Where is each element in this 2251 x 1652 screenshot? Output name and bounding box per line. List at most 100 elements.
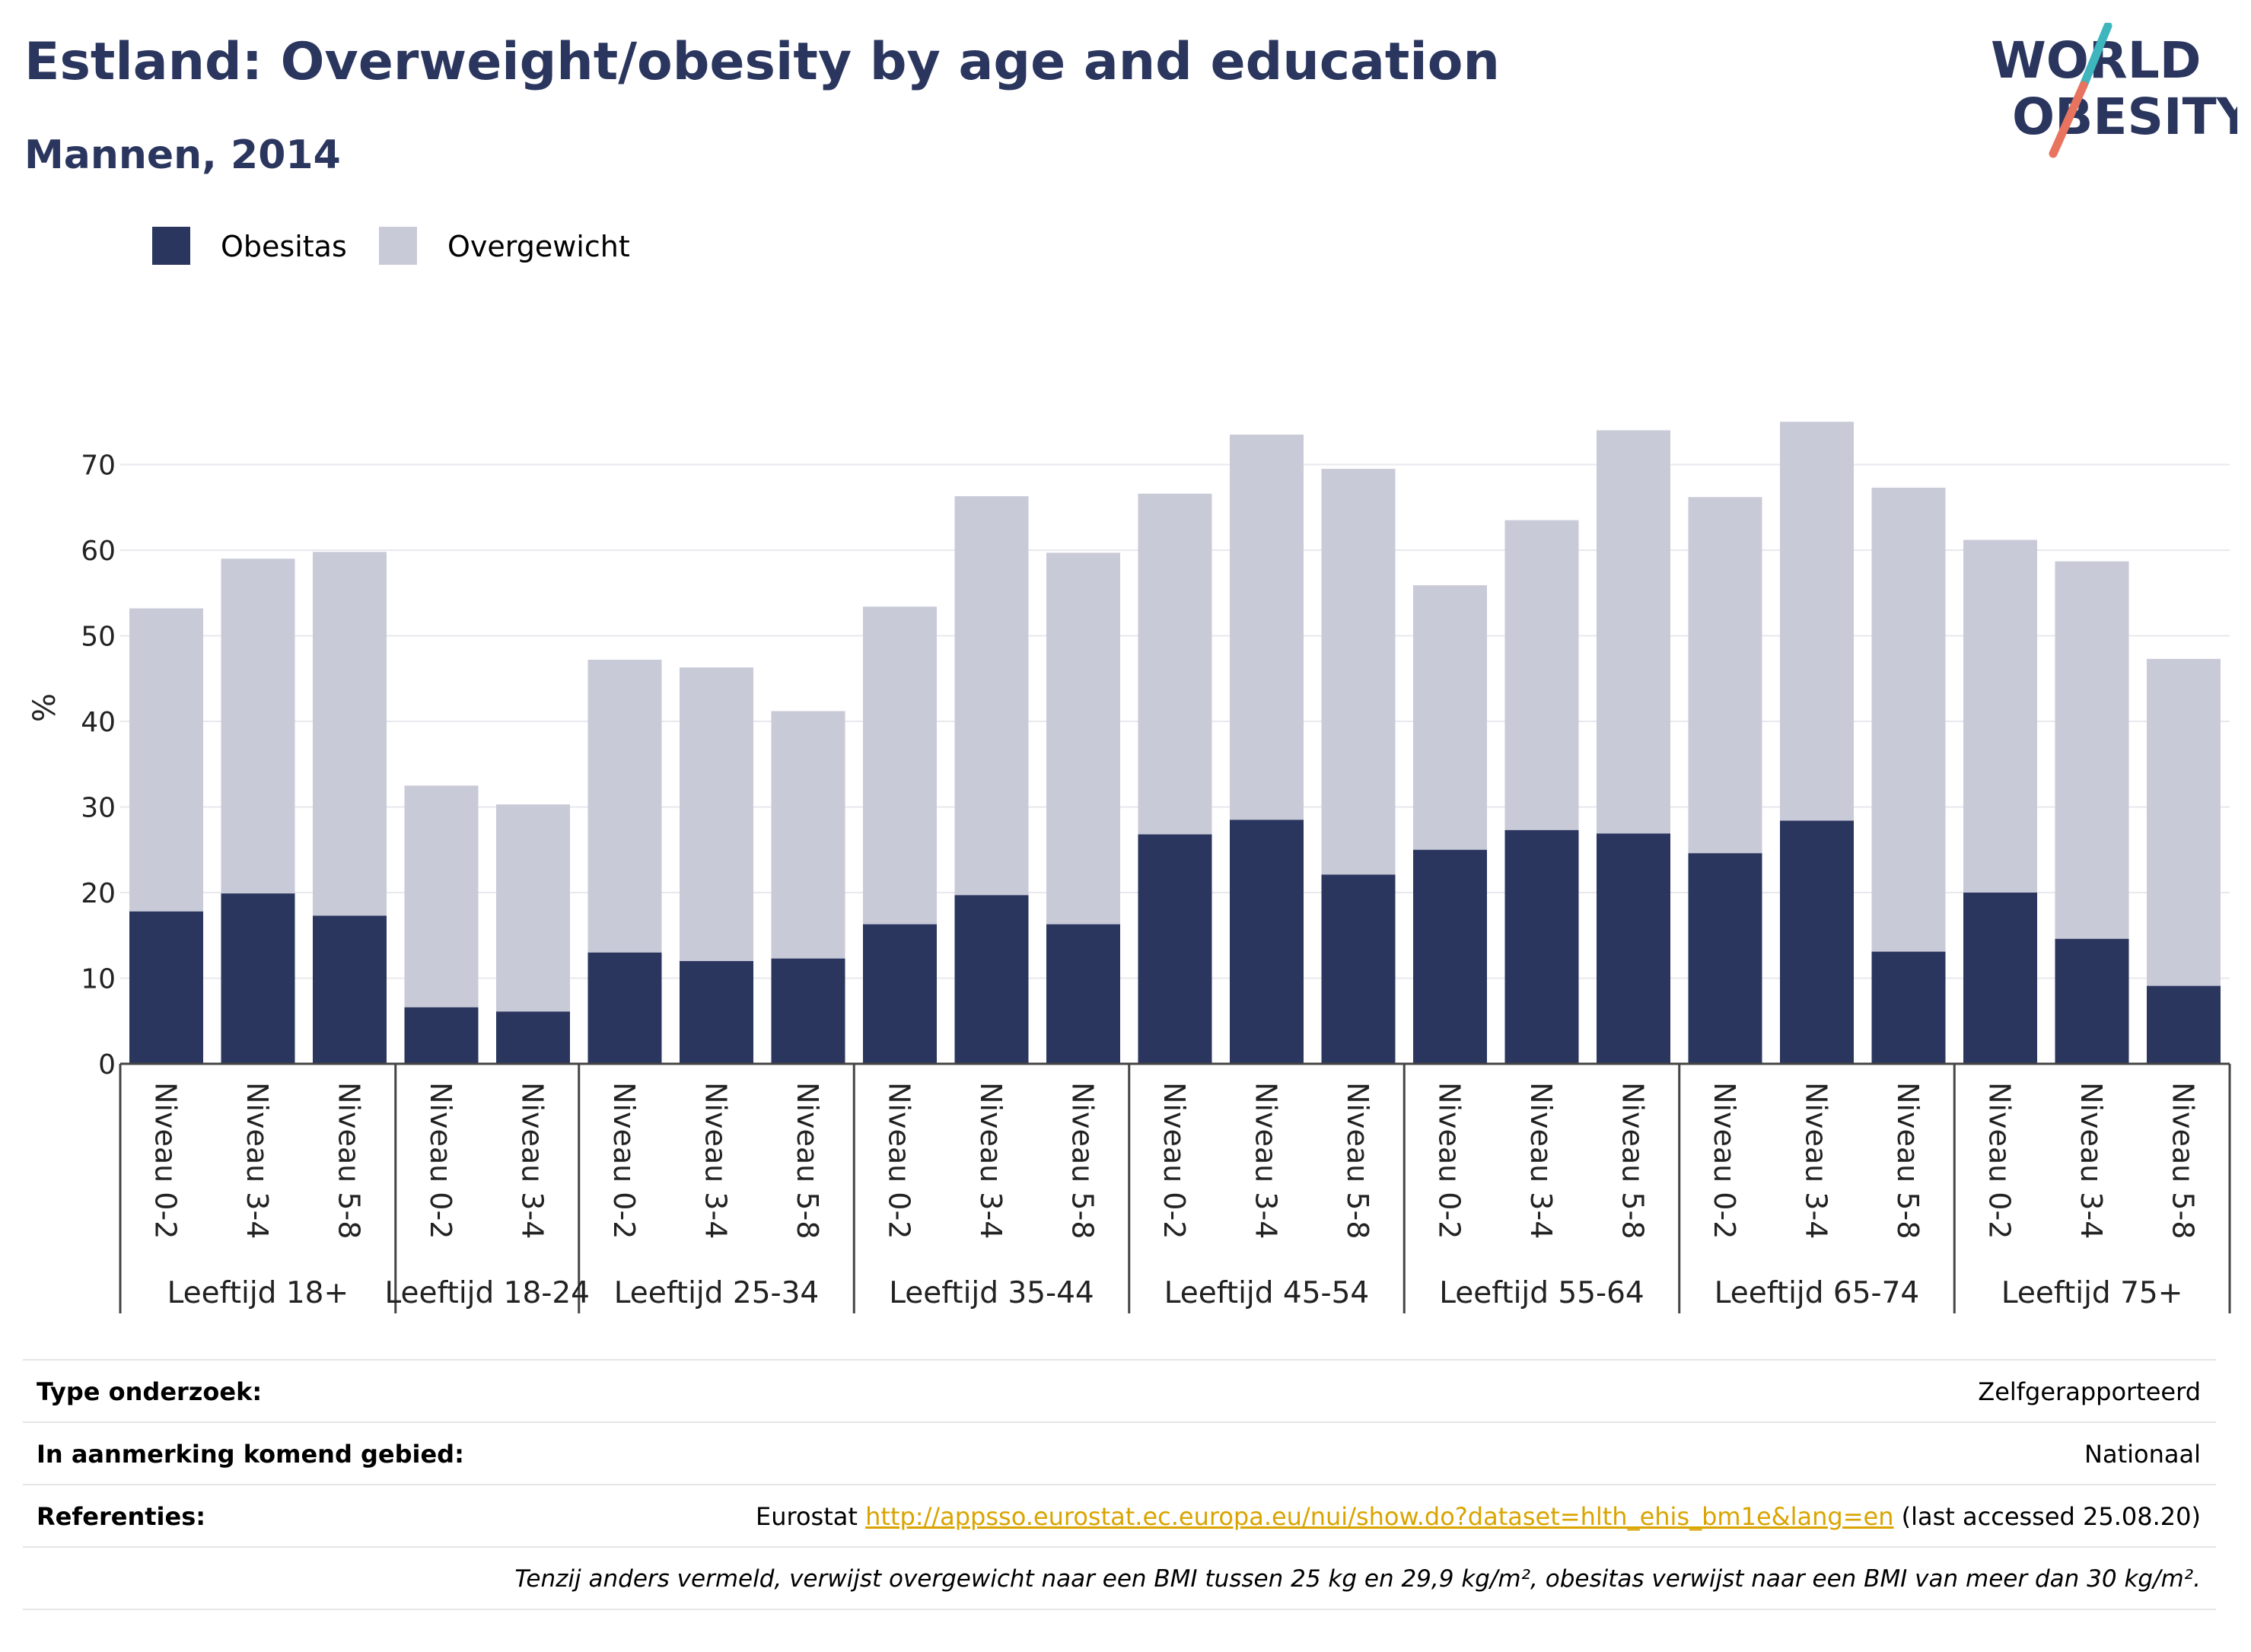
- bar-overgewicht-g2-c0[interactable]: [587, 660, 662, 953]
- legend-swatch-overgewicht: [379, 227, 417, 265]
- x-tick-label-g0-c0: Niveau 0-2: [149, 1082, 183, 1239]
- info-key-type: Type onderzoek:: [37, 1377, 263, 1406]
- legend-label-obesitas: Obesitas: [221, 230, 347, 263]
- legend-label-overgewicht: Overgewicht: [447, 230, 630, 263]
- bar-overgewicht-g0-c2[interactable]: [313, 552, 387, 916]
- x-tick-label-g4-c2: Niveau 5-8: [1341, 1082, 1374, 1239]
- refs-suffix: (last accessed 25.08.20): [1893, 1502, 2201, 1531]
- bar-overgewicht-g7-c1[interactable]: [2055, 561, 2129, 939]
- bar-obesitas-g6-c0[interactable]: [1688, 853, 1762, 1064]
- chart-title: Estland: Overweight/obesity by age and e…: [24, 32, 1500, 92]
- chart-subtitle: Mannen, 2014: [24, 132, 341, 178]
- logo-slash-teal: [2079, 23, 2113, 90]
- refs-link[interactable]: http://appsso.eurostat.ec.europa.eu/nui/…: [865, 1502, 1894, 1531]
- info-value-type: Zelfgerapporteerd: [1978, 1377, 2201, 1406]
- info-key-area: In aanmerking komend gebied:: [37, 1440, 464, 1469]
- bar-overgewicht-g5-c0[interactable]: [1413, 585, 1487, 850]
- x-tick-label-g4-c1: Niveau 3-4: [1250, 1082, 1283, 1239]
- bar-overgewicht-g6-c1[interactable]: [1780, 422, 1854, 821]
- bars: [129, 422, 2221, 1064]
- bar-obesitas-g2-c2[interactable]: [771, 958, 845, 1064]
- bar-obesitas-g0-c2[interactable]: [313, 915, 387, 1064]
- bar-obesitas-g4-c2[interactable]: [1321, 874, 1396, 1064]
- group-label-6: Leeftijd 65-74: [1715, 1276, 1920, 1310]
- x-tick-label-g3-c1: Niveau 3-4: [974, 1082, 1008, 1239]
- bar-overgewicht-g7-c0[interactable]: [1963, 540, 2037, 893]
- legend-swatch-obesitas: [152, 227, 190, 265]
- axes: 0 10 20 30 40 50 60 70 Niveau 0-2 Niveau 3-4 Nivea…: [81, 450, 2231, 1313]
- bar-obesitas-g7-c1[interactable]: [2055, 938, 2129, 1064]
- group-label-3: Leeftijd 35-44: [889, 1276, 1094, 1310]
- bar-overgewicht-g6-c2[interactable]: [1871, 487, 1946, 952]
- bar-overgewicht-g4-c0[interactable]: [1138, 493, 1212, 835]
- bar-obesitas-g5-c0[interactable]: [1413, 849, 1487, 1064]
- bar-overgewicht-g6-c0[interactable]: [1688, 497, 1762, 854]
- bar-overgewicht-g5-c2[interactable]: [1597, 430, 1670, 834]
- info-note: Tenzij anders vermeld, verwijst overgewi…: [514, 1565, 2201, 1593]
- y-axis-label: %: [27, 693, 62, 722]
- group-label-5: Leeftijd 55-64: [1439, 1276, 1644, 1310]
- bar-overgewicht-g4-c2[interactable]: [1321, 469, 1396, 875]
- y-tick-label-40: 40: [81, 707, 116, 738]
- bar-obesitas-g4-c1[interactable]: [1230, 820, 1304, 1064]
- x-tick-label-g2-c0: Niveau 0-2: [607, 1082, 641, 1239]
- bar-overgewicht-g1-c0[interactable]: [404, 785, 479, 1007]
- bar-obesitas-g0-c0[interactable]: [129, 911, 203, 1064]
- bar-obesitas-g0-c1[interactable]: [221, 893, 295, 1064]
- bar-obesitas-g1-c1[interactable]: [496, 1011, 570, 1064]
- bar-overgewicht-g3-c1[interactable]: [954, 496, 1029, 896]
- bar-obesitas-g3-c0[interactable]: [863, 924, 937, 1064]
- x-tick-label-g7-c1: Niveau 3-4: [2074, 1082, 2108, 1239]
- info-row-refs: Referenties: Eurostat http://appsso.euro…: [23, 1484, 2216, 1548]
- bar-obesitas-g4-c0[interactable]: [1138, 834, 1212, 1065]
- bar-overgewicht-g2-c2[interactable]: [771, 711, 845, 959]
- bar-obesitas-g3-c1[interactable]: [954, 895, 1029, 1064]
- bar-obesitas-g6-c1[interactable]: [1780, 820, 1854, 1065]
- x-tick-label-g0-c2: Niveau 5-8: [333, 1082, 366, 1239]
- bar-overgewicht-g0-c1[interactable]: [221, 559, 295, 894]
- group-label-2: Leeftijd 25-34: [614, 1276, 820, 1310]
- group-label-1: Leeftijd 18-24: [384, 1276, 590, 1310]
- bar-obesitas-g5-c2[interactable]: [1597, 833, 1670, 1064]
- refs-prefix: Eurostat: [756, 1502, 866, 1531]
- y-tick-label-20: 20: [81, 878, 116, 909]
- x-tick-label-g6-c0: Niveau 0-2: [1708, 1082, 1741, 1239]
- info-row-note: Tenzij anders vermeld, verwijst overgewi…: [23, 1546, 2216, 1610]
- bar-overgewicht-g1-c1[interactable]: [496, 804, 570, 1012]
- bar-obesitas-g5-c1[interactable]: [1504, 829, 1579, 1064]
- bar-overgewicht-g3-c0[interactable]: [863, 606, 937, 925]
- bar-overgewicht-g5-c1[interactable]: [1504, 520, 1579, 830]
- bar-overgewicht-g0-c0[interactable]: [129, 608, 203, 912]
- y-tick-label-10: 10: [81, 964, 116, 995]
- bar-obesitas-g2-c1[interactable]: [680, 961, 753, 1064]
- logo-slash-coral: [2049, 81, 2088, 158]
- world-obesity-logo: WORLD OBESITY: [1991, 23, 2237, 158]
- bar-obesitas-g6-c2[interactable]: [1871, 951, 1946, 1064]
- info-row-type: Type onderzoek: Zelfgerapporteerd: [23, 1359, 2216, 1423]
- x-tick-label-g7-c0: Niveau 0-2: [1983, 1082, 2017, 1239]
- y-tick-label-30: 30: [81, 793, 116, 824]
- bar-obesitas-g7-c0[interactable]: [1963, 893, 2037, 1064]
- y-tick-label-70: 70: [81, 450, 116, 482]
- bar-overgewicht-g4-c1[interactable]: [1230, 434, 1304, 820]
- x-tick-label-g2-c1: Niveau 3-4: [699, 1082, 733, 1239]
- group-label-7: Leeftijd 75+: [2001, 1276, 2183, 1310]
- bar-obesitas-g3-c2[interactable]: [1046, 924, 1120, 1064]
- y-tick-label-0: 0: [98, 1049, 116, 1081]
- bar-obesitas-g1-c0[interactable]: [404, 1007, 479, 1064]
- x-tick-label-g4-c0: Niveau 0-2: [1157, 1082, 1191, 1239]
- bar-overgewicht-g2-c1[interactable]: [680, 667, 753, 961]
- group-label-4: Leeftijd 45-54: [1164, 1276, 1370, 1310]
- x-tick-label-g3-c2: Niveau 5-8: [1066, 1082, 1100, 1239]
- x-tick-label-g7-c2: Niveau 5-8: [2167, 1082, 2200, 1239]
- x-tick-label-g6-c2: Niveau 5-8: [1891, 1082, 1925, 1239]
- bar-overgewicht-g7-c2[interactable]: [2147, 658, 2221, 986]
- bar-obesitas-g2-c0[interactable]: [587, 952, 662, 1064]
- bar-overgewicht-g3-c2[interactable]: [1046, 552, 1120, 925]
- group-label-0: Leeftijd 18+: [167, 1276, 349, 1310]
- x-tick-label-g0-c1: Niveau 3-4: [240, 1082, 274, 1239]
- bar-obesitas-g7-c2[interactable]: [2147, 985, 2221, 1064]
- info-row-area: In aanmerking komend gebied: Nationaal: [23, 1421, 2216, 1485]
- y-tick-label-60: 60: [81, 536, 116, 567]
- x-tick-label-g5-c2: Niveau 5-8: [1616, 1082, 1650, 1239]
